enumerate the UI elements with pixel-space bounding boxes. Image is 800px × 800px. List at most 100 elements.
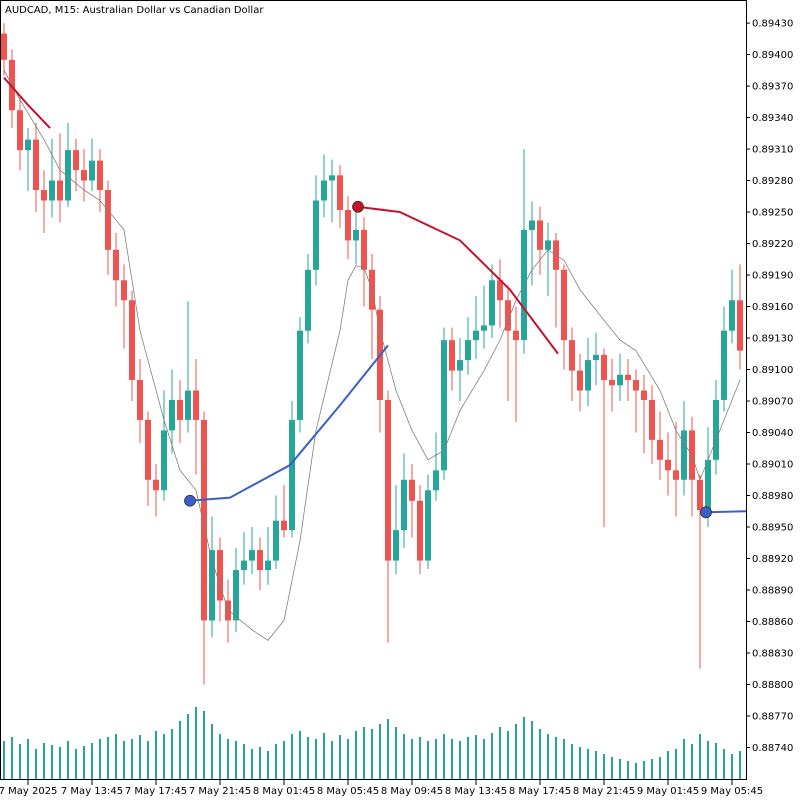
candle-body [193, 390, 199, 420]
y-tick-label: 0.88740 [752, 743, 793, 754]
y-tick-label: 0.89130 [752, 334, 793, 345]
x-tick-label: 8 May 17:45 [509, 786, 571, 797]
candle-body [113, 249, 119, 281]
candle-body [361, 229, 367, 270]
y-tick-label: 0.88950 [752, 522, 793, 533]
candle-body [697, 479, 703, 511]
candle-body [329, 175, 335, 181]
candle-body [737, 300, 743, 351]
candle-body [1, 33, 7, 60]
y-tick-label: 0.89070 [752, 397, 793, 408]
y-tick-label: 0.89340 [752, 113, 793, 124]
candle-body [49, 180, 55, 201]
y-tick-label: 0.89100 [752, 365, 793, 376]
candle-body [481, 325, 487, 331]
y-tick-label: 0.88860 [752, 617, 793, 628]
y-tick-label: 0.89040 [752, 428, 793, 439]
candle-body [177, 399, 183, 420]
candle-body [585, 360, 591, 391]
forecast-curve [705, 510, 747, 514]
candle-body [569, 340, 575, 371]
x-tick-label: 7 May 17:45 [125, 786, 187, 797]
y-tick-label: 0.89280 [752, 176, 793, 187]
x-tick-label: 7 May 2025 [0, 786, 57, 797]
candle-body [97, 160, 103, 191]
curve-marker [352, 200, 364, 213]
candle-body [321, 180, 327, 201]
candle-body [353, 229, 359, 241]
candle-body [705, 459, 711, 511]
candle-body [105, 190, 111, 250]
candle-body [265, 560, 271, 571]
y-tick-label: 0.89220 [752, 239, 793, 250]
x-tick-label: 9 May 05:45 [701, 786, 763, 797]
candle-body [633, 380, 639, 391]
candle-body [593, 354, 599, 361]
curve-marker [700, 506, 712, 519]
candle-body [393, 530, 399, 561]
candle-body [681, 430, 687, 480]
candle-body [561, 269, 567, 341]
x-tick-label: 7 May 21:45 [189, 786, 251, 797]
moving-average [3, 70, 741, 641]
candle-body [617, 374, 623, 386]
y-tick-label: 0.89160 [752, 302, 793, 313]
candle-body [137, 380, 143, 420]
candle-body [305, 269, 311, 331]
y-tick-label: 0.88770 [752, 711, 793, 722]
candle-body [209, 550, 215, 621]
candle-body [89, 160, 95, 181]
candle-body [425, 490, 431, 561]
candle-body [505, 300, 511, 331]
candle-body [457, 360, 463, 371]
candle-body [625, 374, 631, 381]
candle-body [577, 370, 583, 391]
candle-body [17, 110, 23, 151]
y-tick-label: 0.89250 [752, 208, 793, 219]
candle-body [153, 479, 159, 491]
candle-body [57, 180, 63, 201]
candle-body [201, 419, 207, 621]
candle-body [601, 354, 607, 381]
candle-body [161, 430, 167, 491]
y-tick-label: 0.89010 [752, 460, 793, 471]
candle-body [281, 520, 287, 531]
candle-body [297, 330, 303, 420]
candle-body [545, 240, 551, 250]
candle-body [121, 280, 127, 301]
candle-body [385, 399, 391, 561]
candle-body [217, 550, 223, 601]
candle-body [345, 209, 351, 241]
candle-body [185, 390, 191, 420]
candle-body [145, 419, 151, 480]
candle-body [337, 175, 343, 210]
candle-body [489, 280, 495, 326]
candle-body [513, 330, 519, 341]
candle-body [225, 600, 231, 621]
candle-body [713, 399, 719, 460]
forecast-curve [3, 77, 51, 129]
y-tick-label: 0.89190 [752, 271, 793, 282]
y-tick-label: 0.89370 [752, 82, 793, 93]
candle-body [657, 439, 663, 460]
x-tick-label: 8 May 09:45 [381, 786, 443, 797]
candle-body [649, 399, 655, 440]
candle-body [497, 280, 503, 301]
x-tick-label: 9 May 01:45 [637, 786, 699, 797]
plot-layer [1, 23, 747, 779]
candle-body [465, 340, 471, 361]
candle-body [129, 300, 135, 381]
x-tick-label: 8 May 13:45 [445, 786, 507, 797]
y-tick-label: 0.88980 [752, 491, 793, 502]
forecast-curve [357, 205, 559, 355]
candle-body [169, 399, 175, 431]
candle-body [33, 139, 39, 191]
plot-frame [0, 0, 747, 780]
forecast-curve [189, 344, 389, 502]
candle-body [25, 139, 31, 151]
y-tick-label: 0.88920 [752, 554, 793, 565]
y-tick-label: 0.88800 [752, 680, 793, 691]
curve-marker [184, 494, 196, 507]
candle-body [433, 470, 439, 491]
